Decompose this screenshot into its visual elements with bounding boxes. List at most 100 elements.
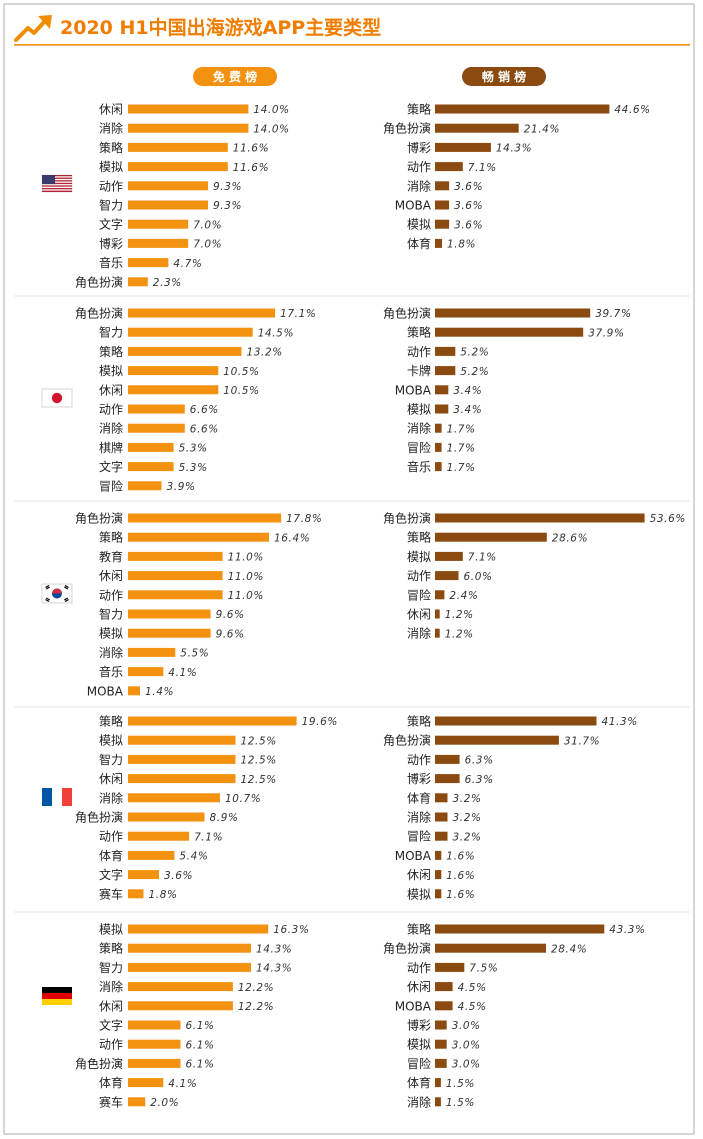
value-label: 4.1% [168,1078,197,1090]
value-label: 1.4% [145,686,174,698]
category-label: 策略 [407,325,431,340]
bar [128,647,176,657]
value-label: 7.1% [194,831,223,843]
value-label: 11.0% [228,571,264,583]
bar [128,686,140,696]
bar [435,442,442,452]
bar [128,308,276,318]
value-label: 7.0% [193,239,222,251]
value-label: 3.6% [164,870,193,882]
bar [128,571,223,581]
bar [435,123,519,133]
bar [435,551,463,561]
value-label: 13.2% [247,347,283,359]
bar [128,1078,164,1088]
bar [128,513,282,523]
grossing-bar-chart: 角色扮演 39.7% 策略 37.9% 动作 5.2% 卡牌 5.2% MOBA 3.4% 模拟 3.… [383,306,631,475]
bar [435,831,448,841]
value-label: 6.6% [190,404,219,416]
category-label: 消除 [99,979,123,994]
category-label: MOBA [395,849,432,863]
value-label: 12.5% [241,735,277,747]
value-label: 11.6% [233,162,269,174]
value-label: 14.3% [256,943,292,955]
category-label: 休闲 [99,772,123,786]
category-label: 赛车 [99,886,123,901]
free-bar-chart: 角色扮演 17.1% 智力 14.5% 策略 13.2% 模拟 10.5% 休闲 10.5% 动作 6… [75,306,316,494]
bar [128,870,159,880]
category-label: 消除 [407,810,431,825]
category-label: 策略 [407,530,431,545]
value-label: 11.6% [233,143,269,155]
value-label: 37.9% [588,327,624,339]
category-label: 策略 [99,344,123,359]
value-label: 3.9% [167,481,196,493]
category-label: 文字 [99,459,123,474]
category-label: 体育 [99,848,123,863]
category-label: 体育 [99,1075,123,1090]
value-label: 41.3% [602,716,638,728]
value-label: 17.8% [286,513,322,525]
value-label: 12.5% [241,774,277,786]
category-label: 策略 [99,530,123,545]
bar [128,551,223,561]
category-label: 休闲 [99,103,123,117]
bar [435,1001,453,1011]
bar [435,754,460,764]
value-label: 43.3% [609,924,645,936]
value-label: 9.6% [216,609,245,621]
category-label: 消除 [407,626,431,641]
value-label: 14.3% [496,143,532,155]
value-label: 5.2% [460,347,489,359]
value-label: 21.4% [524,123,560,135]
free-bar-chart: 策略 19.6% 模拟 12.5% 智力 12.5% 休闲 12.5% 消除 10.7% 角色扮演 8… [75,714,337,902]
category-label: 模拟 [407,887,431,901]
bar [435,385,449,395]
bar [128,481,162,491]
grossing-list-label: 畅 销 榜 [482,69,526,84]
category-label: 博彩 [407,771,431,786]
value-label: 7.1% [468,162,497,174]
category-label: 智力 [99,752,123,767]
value-label: 14.3% [256,963,292,975]
bar [435,404,449,414]
value-label: 12.5% [241,755,277,767]
category-label: 冒险 [99,478,123,493]
value-label: 5.4% [179,851,208,863]
bar [128,982,233,992]
value-label: 3.2% [453,831,482,843]
bar [128,238,189,248]
value-label: 9.6% [216,628,245,640]
category-label: 冒险 [407,440,431,455]
category-label: 文字 [99,867,123,882]
value-label: 3.0% [452,1020,481,1032]
value-label: 4.5% [458,982,487,994]
category-label: 策略 [407,102,431,117]
title-underline [14,44,690,46]
bar [435,962,465,972]
value-label: 39.7% [595,308,631,320]
value-label: 53.6% [650,513,686,525]
bar [435,924,605,934]
bar [435,162,463,172]
bar [128,667,164,677]
category-label: MOBA [395,999,432,1013]
bar [128,385,219,395]
value-label: 1.8% [447,239,476,251]
bar [435,774,460,784]
category-label: 模拟 [99,923,123,937]
value-label: 28.6% [552,532,588,544]
value-label: 6.1% [186,1039,215,1051]
category-label: 冒险 [407,587,431,602]
bar [435,716,597,726]
bar [128,774,236,784]
value-label: 10.7% [225,793,261,805]
category-label: 智力 [99,960,123,975]
outer-border [3,3,695,1135]
category-label: 休闲 [99,999,123,1013]
category-label: 动作 [99,403,123,417]
category-label: 智力 [99,325,123,340]
bar [435,1020,447,1030]
value-label: 44.6% [614,104,650,116]
bar [435,104,610,114]
